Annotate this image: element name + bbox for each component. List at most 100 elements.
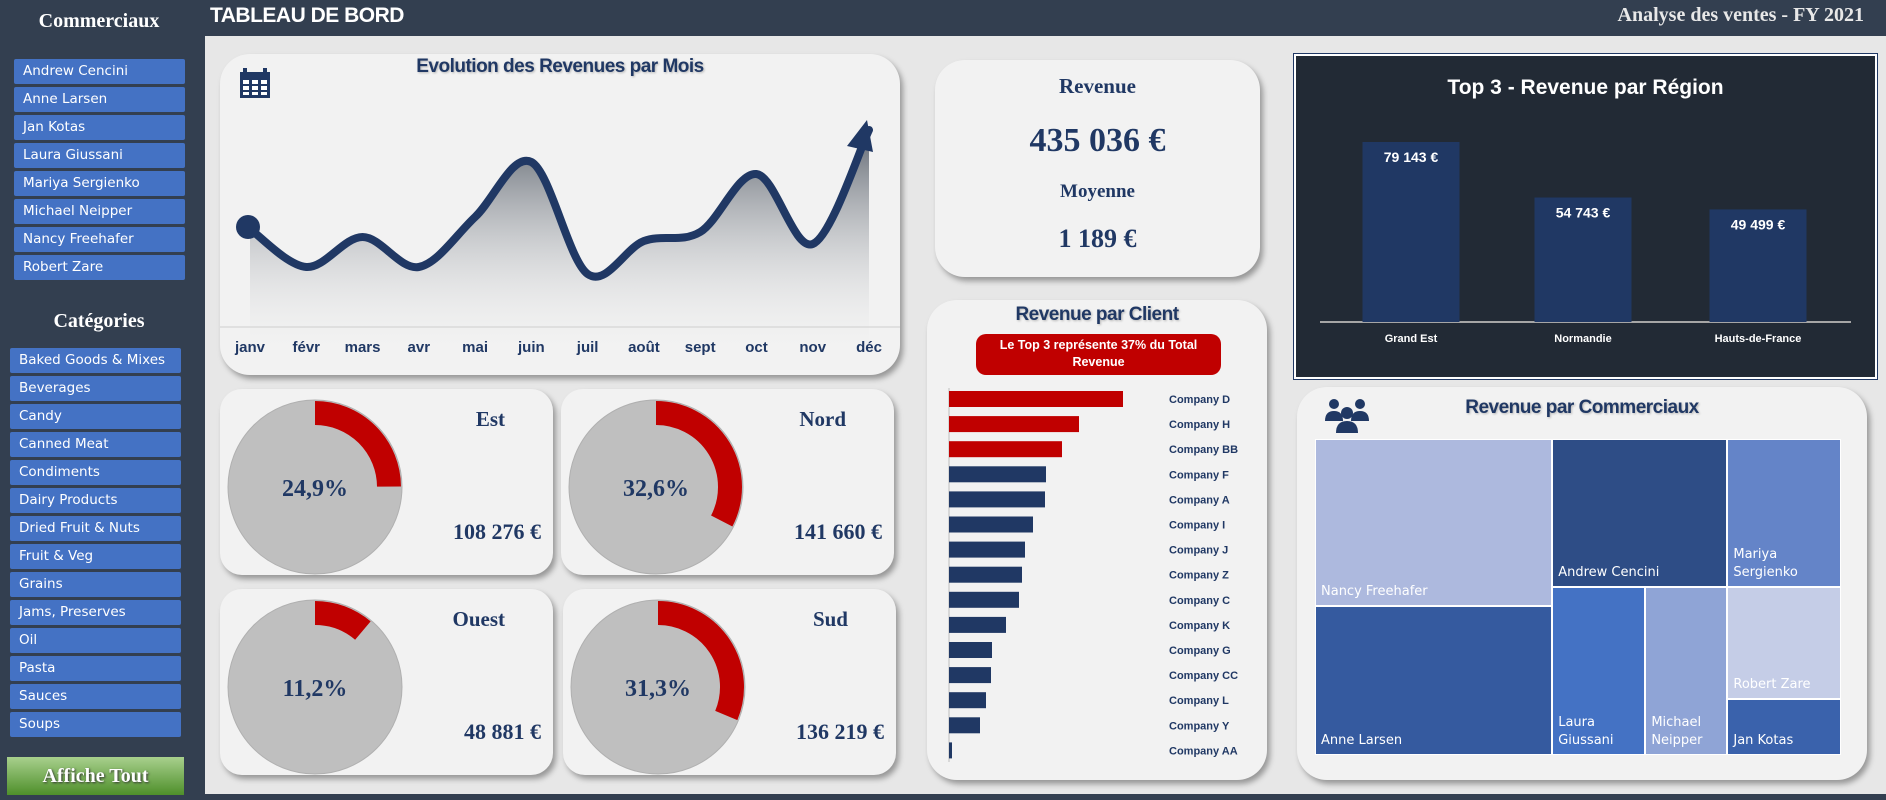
commercial-filter-button[interactable]: Michael Neipper: [14, 199, 185, 224]
category-filter-button[interactable]: Condiments: [10, 460, 181, 485]
category-filter-button[interactable]: Baked Goods & Mixes: [10, 348, 181, 373]
client-revenue-card: Revenue par Client Le Top 3 représente 3…: [927, 300, 1267, 780]
donut-background: [227, 599, 403, 775]
client-bar: [949, 642, 992, 658]
category-filter-button[interactable]: Soups: [10, 712, 181, 737]
client-tick-label: Company D: [1169, 394, 1230, 406]
month-tick-label: juil: [576, 339, 599, 356]
area-fill: [250, 130, 869, 357]
region-name: Est: [475, 407, 505, 431]
client-bar: [949, 591, 1019, 608]
client-bar: [949, 441, 1062, 458]
client-bar: [949, 742, 952, 759]
sales-rep-revenue-card: Revenue par Commerciaux Nancy Freehafer A…: [1297, 387, 1867, 780]
commercial-filter-button[interactable]: Nancy Freehafer: [14, 227, 185, 252]
client-tick-label: Company Y: [1169, 720, 1230, 732]
top3-region-card: Top 3 - Revenue par Région 79 143 € Grand…: [1293, 53, 1878, 380]
client-tick-label: Company CC: [1169, 670, 1238, 682]
region-card-nord: 32,6% Nord 141 660 €: [561, 389, 894, 575]
month-tick-label: nov: [799, 339, 826, 356]
client-tick-label: Company A: [1169, 494, 1230, 506]
region-revenue-value: 48 881 €: [464, 719, 541, 744]
category-filter-button[interactable]: Fruit & Veg: [10, 544, 181, 569]
region-bar: [1709, 209, 1807, 322]
region-donut-chart: 32,6%: [568, 399, 744, 575]
commercial-filter-button[interactable]: Andrew Cencini: [14, 59, 185, 84]
client-tick-label: Company J: [1169, 545, 1228, 557]
region-name: Nord: [799, 407, 846, 431]
commercial-filter-button[interactable]: Mariya Sergienko: [14, 171, 185, 196]
region-percent-label: 32,6%: [623, 476, 689, 502]
region-donut-chart: 24,9%: [227, 399, 403, 575]
client-bar: [949, 391, 1123, 407]
page-title: TABLEAU DE BORD: [210, 4, 404, 27]
calendar-icon: [240, 68, 270, 98]
region-revenue-value: 136 219 €: [796, 719, 884, 744]
region-bar-value: 54 743 €: [1556, 204, 1611, 220]
category-filter-button[interactable]: Oil: [10, 628, 181, 653]
region-donut-chart: 31,3%: [570, 599, 746, 775]
region-bar: [1362, 142, 1460, 322]
treemap-tile: Mariya Sergienko: [1727, 439, 1841, 587]
region-bar-value: 49 499 €: [1731, 216, 1786, 232]
commercial-filter-button[interactable]: Jan Kotas: [14, 115, 185, 140]
region-percent-label: 31,3%: [625, 676, 691, 702]
client-tick-label: Company L: [1169, 695, 1229, 707]
month-tick-label: sept: [685, 339, 716, 356]
commercial-filter-button[interactable]: Robert Zare: [14, 255, 185, 280]
commercial-filter-button[interactable]: Laura Giussani: [14, 143, 185, 168]
users-group-icon: [1325, 399, 1369, 433]
monthly-chart-title: Evolution des Revenues par Mois: [416, 56, 704, 77]
start-point: [236, 215, 260, 239]
category-filter-button[interactable]: Beverages: [10, 376, 181, 401]
month-tick-label: févr: [293, 339, 321, 356]
revenue-label: Revenue: [1059, 74, 1136, 98]
client-tick-label: Company Z: [1169, 570, 1229, 582]
kpi-card: Revenue 435 036 € Moyenne 1 189 €: [935, 60, 1260, 277]
treemap-tile: Robert Zare: [1727, 586, 1841, 700]
client-tick-label: Company F: [1169, 469, 1229, 481]
client-tick-label: Company I: [1169, 520, 1225, 532]
region-tick-label: Hauts-de-France: [1715, 333, 1802, 345]
region-percent-label: 24,9%: [282, 476, 348, 502]
donut-background: [570, 599, 746, 775]
commercial-filter-button[interactable]: Anne Larsen: [14, 87, 185, 112]
commerciaux-heading: Commerciaux: [38, 10, 160, 32]
category-filter-button[interactable]: Pasta: [10, 656, 181, 681]
donut-background: [568, 399, 744, 575]
region-name: Sud: [812, 607, 848, 631]
client-tick-label: Company H: [1169, 419, 1230, 431]
donut-share-arc: [655, 401, 742, 527]
category-filter-button[interactable]: Dried Fruit & Nuts: [10, 516, 181, 541]
month-tick-label: oct: [745, 339, 768, 356]
region-card-ouest: 11,2% Ouest 48 881 €: [220, 589, 553, 775]
month-tick-label: avr: [408, 339, 431, 356]
client-revenue-chart: Company D Company H Company BB Company F Com…: [948, 388, 1238, 762]
show-all-button[interactable]: Affiche Tout: [7, 757, 184, 795]
client-bar: [949, 491, 1045, 508]
revenue-value: 435 036 €: [1029, 122, 1166, 159]
region-bar: [1534, 197, 1632, 322]
page-subtitle: Analyse des ventes - FY 2021: [1617, 4, 1864, 26]
client-tick-label: Company C: [1169, 595, 1230, 607]
category-filter-button[interactable]: Candy: [10, 404, 181, 429]
client-bar: [949, 516, 1033, 533]
region-donut-chart: 11,2%: [227, 599, 403, 775]
category-filter-button[interactable]: Grains: [10, 572, 181, 597]
region-revenue-value: 141 660 €: [794, 519, 882, 544]
category-filter-button[interactable]: Canned Meat: [10, 432, 181, 457]
client-bar: [949, 717, 980, 734]
client-bar: [949, 692, 986, 709]
treemap-title: Revenue par Commerciaux: [1465, 397, 1699, 418]
average-label: Moyenne: [1060, 181, 1135, 202]
region-card-sud: 31,3% Sud 136 219 €: [563, 589, 896, 775]
category-filter-button[interactable]: Sauces: [10, 684, 181, 709]
category-filter-button[interactable]: Dairy Products: [10, 488, 181, 513]
donut-share-arc: [657, 601, 744, 721]
month-tick-label: mai: [462, 339, 488, 356]
sales-rep-treemap: Nancy Freehafer Anne Larsen Andrew Cencini…: [1315, 439, 1841, 755]
category-filter-button[interactable]: Jams, Preserves: [10, 600, 181, 625]
donut-background: [227, 399, 403, 575]
region-name: Ouest: [452, 607, 506, 631]
treemap-tile: Andrew Cencini: [1552, 439, 1728, 587]
